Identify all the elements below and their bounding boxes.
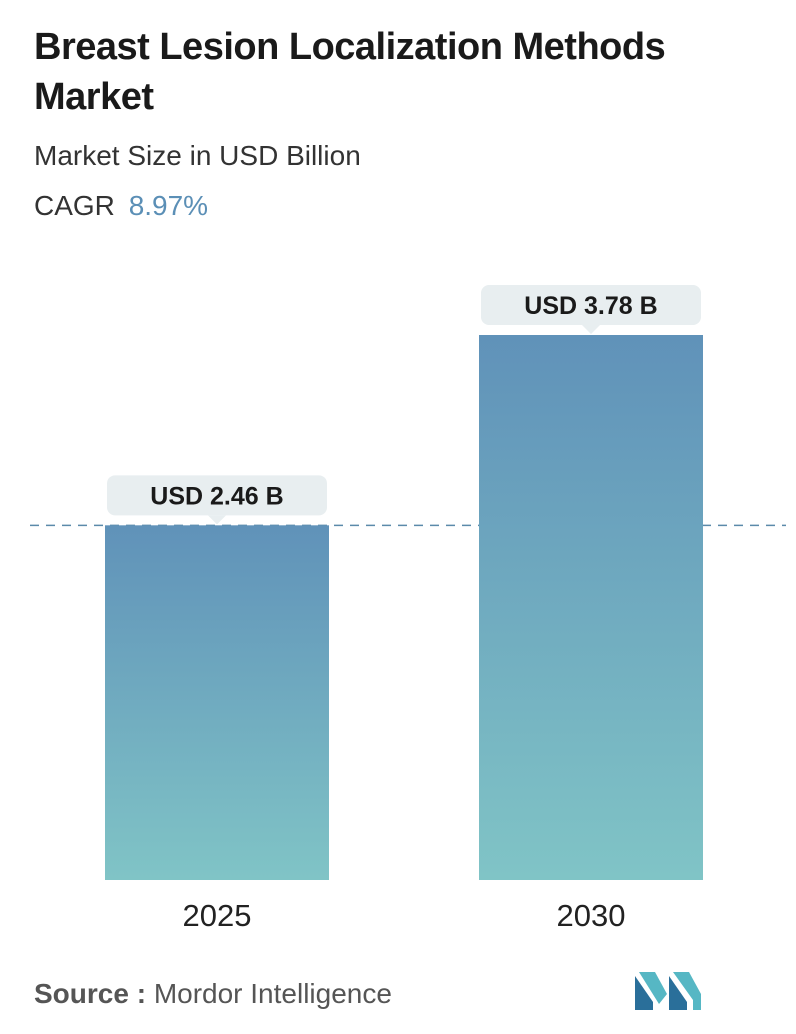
chart-subtitle: Market Size in USD Billion xyxy=(34,140,361,171)
bar-2030 xyxy=(479,335,703,880)
data-label-2025: USD 2.46 B xyxy=(107,475,327,525)
source-label: Source : xyxy=(34,978,147,1009)
data-label-2030: USD 3.78 B xyxy=(481,285,701,334)
cagr-value: 8.97% xyxy=(128,190,209,221)
data-label-text: USD 2.46 B xyxy=(150,482,283,510)
logo-shape-mid-right xyxy=(669,976,687,1010)
data-label-pointer xyxy=(582,325,600,334)
chart-title: Breast Lesion Localization Methods Marke… xyxy=(34,26,666,118)
source-value: Mordor Intelligence xyxy=(153,978,392,1009)
logo-shape-mid-left xyxy=(639,972,667,1004)
logo-shape-right xyxy=(673,972,701,1010)
logo-shape-left xyxy=(635,976,653,1010)
cagr-line: CAGR 8.97% xyxy=(34,190,208,222)
data-label-bg xyxy=(481,285,701,325)
data-label-pointer xyxy=(208,515,226,525)
bar-2025 xyxy=(105,525,329,880)
x-tick-label-2030: 2030 xyxy=(557,898,626,933)
data-label-bg xyxy=(107,475,327,516)
data-label-text: USD 3.78 B xyxy=(524,292,657,320)
x-tick-label-2025: 2025 xyxy=(183,898,252,933)
source-line: Source : Mordor Intelligence xyxy=(34,978,392,1010)
cagr-label: CAGR xyxy=(34,190,115,221)
mordor-intelligence-logo-icon xyxy=(635,972,701,1010)
